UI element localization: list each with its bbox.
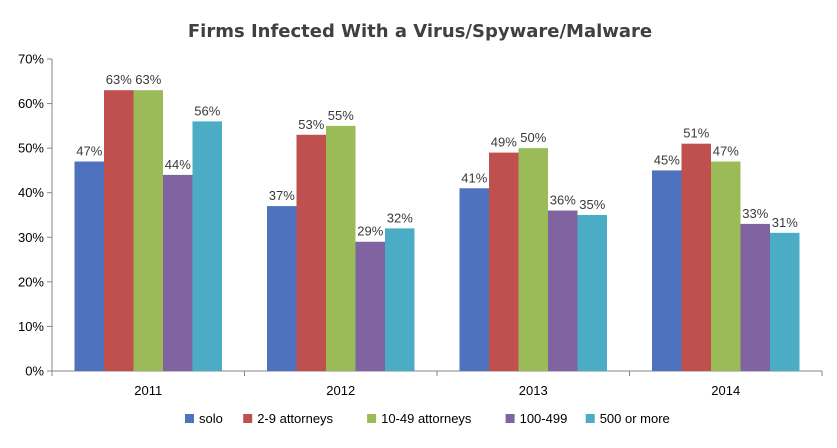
data-label: 29% xyxy=(357,224,383,239)
data-label: 45% xyxy=(654,152,680,167)
data-label: 56% xyxy=(194,103,220,118)
bar xyxy=(133,90,163,371)
bar xyxy=(104,90,134,371)
x-tick-label: 2011 xyxy=(134,383,162,398)
legend: solo 2-9 attorneys 10-49 attorneys 100-499 5… xyxy=(185,411,670,426)
legend-label: 100-499 xyxy=(520,411,568,426)
bar xyxy=(355,241,385,371)
bars xyxy=(74,90,800,372)
bar xyxy=(74,161,104,371)
bar xyxy=(192,121,222,372)
bar xyxy=(548,210,578,371)
bar xyxy=(652,170,682,371)
y-tick-label: 30% xyxy=(18,230,44,245)
data-label: 50% xyxy=(520,130,546,145)
data-label: 47% xyxy=(713,144,739,159)
bar xyxy=(267,206,297,371)
x-tick-label: 2013 xyxy=(519,383,548,398)
bar xyxy=(163,174,193,371)
y-tick-label: 50% xyxy=(18,141,44,156)
x-tick-label: 2014 xyxy=(711,383,740,398)
bar xyxy=(577,215,607,371)
data-label: 31% xyxy=(772,215,798,230)
data-label: 37% xyxy=(269,188,295,203)
bar xyxy=(740,223,770,371)
data-label: 63% xyxy=(135,72,161,87)
data-labels: 47% 63% 63% 44% 56% 37% 53% 55% 29% 32% 41% 49% 50% 3… xyxy=(76,72,798,239)
data-label: 47% xyxy=(76,144,102,159)
legend-swatch xyxy=(185,414,194,423)
y-axis: 0% 10% 20% 30% 40% 50% 60% 70% xyxy=(18,52,53,379)
legend-label: 500 or more xyxy=(600,411,670,426)
bar xyxy=(770,232,800,371)
data-label: 33% xyxy=(742,206,768,221)
data-label: 44% xyxy=(165,157,191,172)
data-label: 63% xyxy=(106,72,132,87)
legend-label: 10-49 attorneys xyxy=(381,411,472,426)
bar xyxy=(459,188,489,371)
legend-swatch xyxy=(585,414,595,423)
bar xyxy=(489,152,519,371)
legend-swatch xyxy=(367,414,377,423)
legend-swatch xyxy=(243,414,253,423)
data-label: 36% xyxy=(550,193,576,208)
data-label: 49% xyxy=(491,135,517,150)
y-tick-label: 10% xyxy=(18,319,44,334)
data-label: 51% xyxy=(683,126,709,141)
bar xyxy=(385,228,415,371)
data-label: 35% xyxy=(579,197,605,212)
y-tick-label: 0% xyxy=(25,364,44,379)
bar xyxy=(326,125,356,371)
data-label: 41% xyxy=(461,170,487,185)
x-tick-label: 2012 xyxy=(326,383,355,398)
legend-swatch xyxy=(505,414,515,423)
legend-label: solo xyxy=(199,411,223,426)
legend-label: 2-9 attorneys xyxy=(257,411,333,426)
bar xyxy=(518,148,548,371)
x-axis: 2011 2012 2013 2014 xyxy=(51,370,823,398)
data-label: 32% xyxy=(387,210,413,225)
y-tick-label: 60% xyxy=(18,96,44,111)
bar xyxy=(296,134,326,371)
bar xyxy=(711,161,741,371)
y-tick-label: 70% xyxy=(18,52,44,67)
chart-title: Firms Infected With a Virus/Spyware/Malw… xyxy=(188,21,652,42)
data-label: 55% xyxy=(328,108,354,123)
data-label: 53% xyxy=(298,117,324,132)
y-tick-label: 40% xyxy=(18,185,44,200)
y-tick-label: 20% xyxy=(18,274,44,289)
bar xyxy=(681,143,711,371)
